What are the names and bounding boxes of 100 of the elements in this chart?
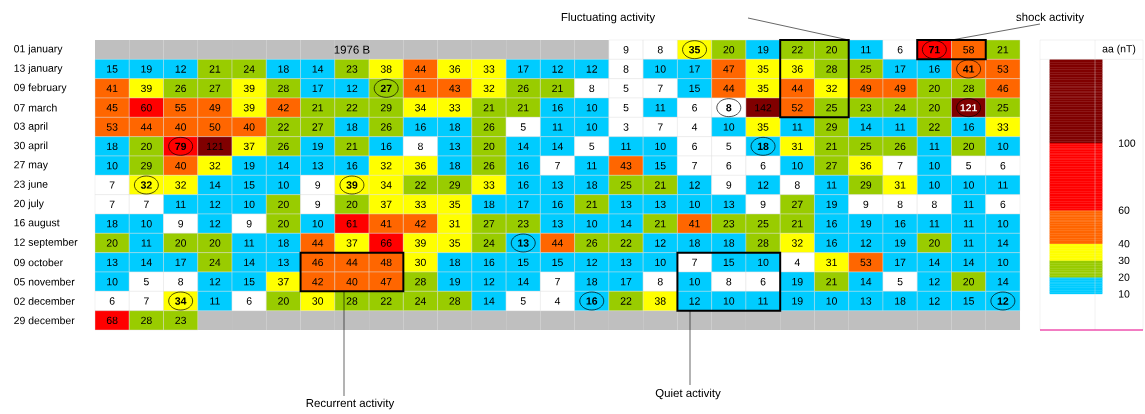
data-label: 31 <box>826 258 837 267</box>
data-label: 11 <box>963 200 974 208</box>
data-label: 22 <box>620 239 632 247</box>
data-label: 16 <box>552 200 563 209</box>
data-label: 31 <box>894 181 906 189</box>
data-label: 7 <box>657 123 663 131</box>
text: Quiet activity <box>655 388 721 400</box>
data-label: 27 <box>312 123 323 131</box>
data-label: 44 <box>551 239 563 247</box>
data-label: 12 <box>860 239 872 247</box>
data-label: 22 <box>929 123 940 131</box>
data-label: 18 <box>483 200 495 209</box>
data-label: 18 <box>723 239 735 247</box>
data-label: 18 <box>107 219 118 228</box>
data-label: 7 <box>109 200 115 208</box>
data-label: 21 <box>552 84 563 92</box>
data-label: 10 <box>655 142 666 151</box>
data-label: 35 <box>688 45 701 54</box>
data-label: 4 <box>554 297 561 305</box>
data-label: 9 <box>726 181 732 189</box>
data-label: 27 <box>792 200 803 208</box>
data-label: 7 <box>897 162 903 170</box>
data-label: 21 <box>997 46 1009 54</box>
data-label: 9 <box>623 45 629 54</box>
data-label: 38 <box>380 65 392 73</box>
data-label: 14 <box>997 239 1009 247</box>
data-label: 11 <box>826 181 837 189</box>
data-label: 12 <box>929 278 940 286</box>
data-label: 12 <box>552 65 563 73</box>
data-label: 29 <box>449 181 461 189</box>
data-label: 17 <box>312 84 323 92</box>
data-label: 3 <box>623 123 629 131</box>
data-label: 11 <box>895 123 906 131</box>
data-label: 15 <box>107 65 118 73</box>
data-label: 10 <box>963 181 975 189</box>
data-label: 49 <box>894 84 906 93</box>
data-label: 10 <box>244 200 255 209</box>
data-label: 22 <box>620 297 632 305</box>
data-label: 26 <box>483 161 495 170</box>
data-label: 6 <box>760 277 766 286</box>
data-label: 11 <box>929 142 940 150</box>
data-label: 25 <box>860 65 872 73</box>
data-label: 11 <box>998 181 1008 189</box>
data-label: 16 <box>963 123 974 131</box>
data-label: 6 <box>692 103 697 112</box>
data-label: 30 <box>312 297 324 305</box>
data-label: 33 <box>483 181 495 189</box>
data-label: 12 <box>758 181 769 189</box>
data-label: 21 <box>655 220 666 228</box>
data-label: 20 <box>175 239 187 247</box>
data-label: 11 <box>963 220 974 228</box>
y-tick-label: 16 august <box>14 218 60 229</box>
y-tick-label: 23 june <box>14 180 48 190</box>
data-label: 39 <box>243 84 255 93</box>
data-label: 47 <box>723 65 735 73</box>
data-label: 10 <box>586 219 598 228</box>
data-label: 53 <box>997 65 1009 73</box>
data-label: 26 <box>175 84 187 93</box>
data-label: 39 <box>346 181 358 189</box>
y-tick-label: 07 march <box>14 103 57 112</box>
data-label: 52 <box>791 103 803 112</box>
data-label: 18 <box>278 239 289 247</box>
data-label: 58 <box>963 45 974 54</box>
data-label: 32 <box>826 84 837 93</box>
data-label: 121 <box>960 104 978 112</box>
data-label: 10 <box>655 258 666 267</box>
data-label: 44 <box>723 84 735 92</box>
data-label: 27 <box>209 84 221 92</box>
data-label: 41 <box>962 65 975 73</box>
data-label: 7 <box>144 200 149 208</box>
data-label: 12 <box>209 200 221 208</box>
data-label: 16 <box>929 65 940 73</box>
data-label: 28 <box>826 65 837 73</box>
data-label: 21 <box>346 142 358 150</box>
data-label: 44 <box>346 258 358 266</box>
data-label: 8 <box>589 84 595 93</box>
data-label: 13 <box>621 258 632 267</box>
data-label: 13 <box>278 258 289 267</box>
data-label: 26 <box>278 142 289 151</box>
data-label: 28 <box>757 239 769 247</box>
data-label: 32 <box>791 239 803 247</box>
data-label: 18 <box>346 123 358 131</box>
data-label: 28 <box>346 297 358 305</box>
data-label: 29 <box>860 181 872 189</box>
data-label: 19 <box>826 200 837 209</box>
data-label: 6 <box>760 161 766 170</box>
data-label: 27 <box>483 220 495 228</box>
color-bar-title: aa (nT) <box>1102 44 1136 55</box>
data-label: 53 <box>106 123 118 131</box>
data-label: 66 <box>380 239 392 247</box>
data-label: 23 <box>175 316 187 325</box>
data-label: 16 <box>586 297 598 305</box>
data-label: 21 <box>655 181 666 189</box>
data-label: 6 <box>246 297 252 305</box>
data-label: 20 <box>346 200 358 209</box>
data-label: 14 <box>963 258 975 266</box>
data-label: 35 <box>757 123 769 131</box>
data-label: 11 <box>963 239 974 247</box>
data-label: 33 <box>415 200 426 209</box>
data-label: 24 <box>243 65 255 73</box>
